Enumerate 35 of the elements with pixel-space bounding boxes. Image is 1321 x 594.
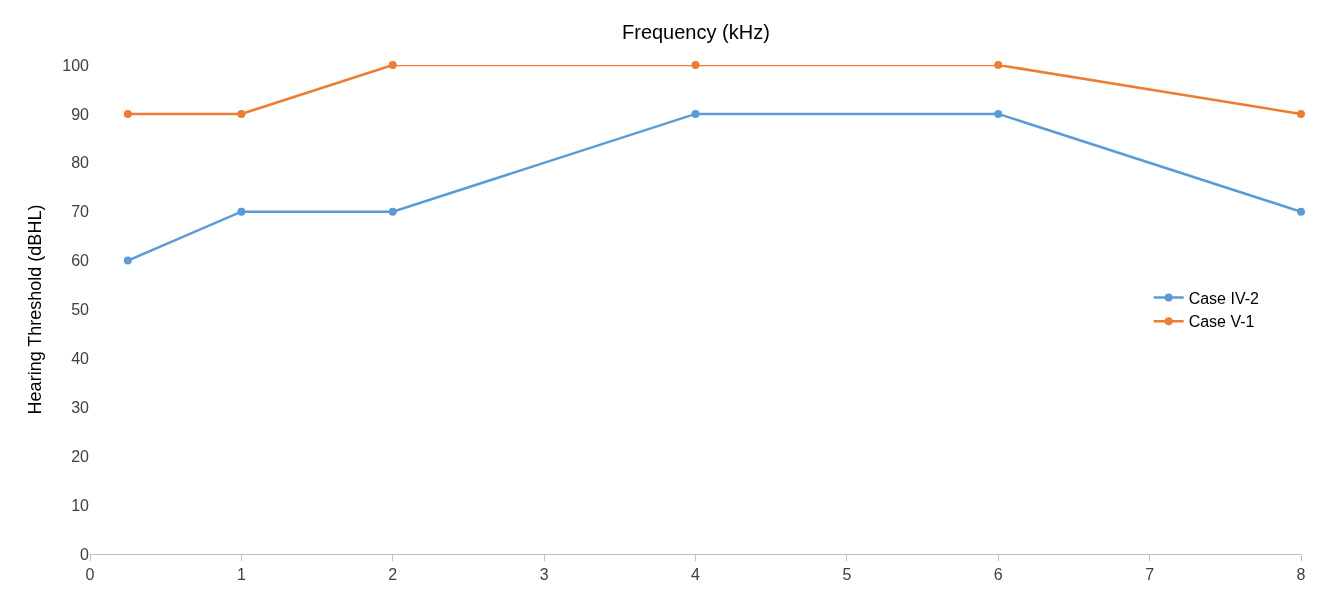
x-tick-label: 8 bbox=[1296, 566, 1306, 584]
y-axis-title: Hearing Threshold (dBHL) bbox=[25, 204, 46, 415]
y-tick-label: 70 bbox=[71, 203, 90, 221]
point bbox=[123, 256, 132, 265]
y-tick-label: 90 bbox=[71, 105, 90, 123]
point bbox=[123, 109, 132, 118]
y-tick-label: 80 bbox=[71, 154, 90, 172]
point bbox=[994, 61, 1003, 69]
y-tick-label: 20 bbox=[71, 447, 90, 465]
point bbox=[1297, 109, 1305, 118]
point bbox=[1297, 207, 1305, 216]
x-tick-label: 5 bbox=[842, 566, 852, 584]
x-tick-label: 4 bbox=[691, 566, 701, 584]
y-tick-label: 60 bbox=[71, 252, 90, 270]
y-tick-label: 50 bbox=[71, 301, 90, 319]
y-tick-label: 30 bbox=[71, 398, 90, 416]
legend-label: Case IV-2 bbox=[1188, 289, 1260, 307]
point bbox=[994, 109, 1003, 118]
x-tick-label: 7 bbox=[1145, 566, 1155, 584]
y-tick-label: 0 bbox=[80, 545, 90, 563]
x-tick-label: 3 bbox=[539, 566, 549, 584]
point bbox=[691, 109, 700, 118]
point bbox=[691, 61, 700, 69]
x-tick-label: 1 bbox=[236, 566, 246, 584]
y-tick-label: 40 bbox=[71, 350, 90, 367]
x-tick-label: 2 bbox=[388, 566, 398, 584]
legend-label: Case V-1 bbox=[1188, 313, 1255, 331]
y-tick-label: 10 bbox=[71, 496, 90, 514]
point bbox=[388, 207, 397, 216]
x-axis-title: Frequency (kHz) bbox=[622, 21, 770, 43]
point bbox=[237, 207, 246, 216]
y-tick-label: 100 bbox=[62, 56, 90, 74]
point bbox=[237, 109, 246, 118]
point bbox=[388, 61, 397, 69]
x-tick-label: 6 bbox=[993, 566, 1003, 584]
